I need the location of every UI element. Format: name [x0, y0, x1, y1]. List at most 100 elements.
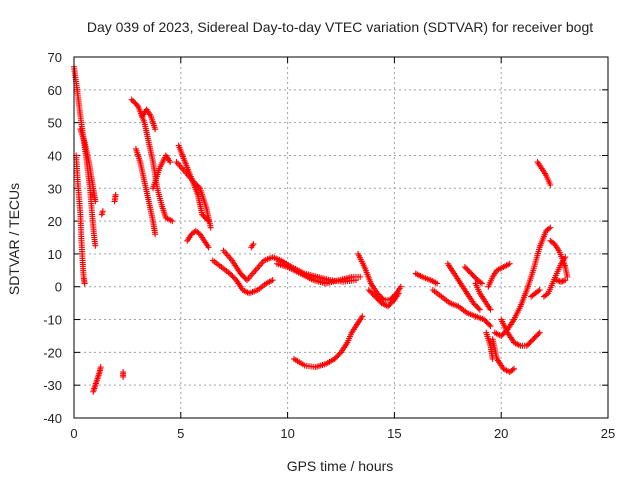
series-arc-3	[77, 126, 99, 205]
data-point	[547, 181, 554, 188]
data-point	[468, 270, 475, 277]
data-point	[365, 287, 372, 294]
data-point	[230, 274, 237, 281]
data-point	[562, 254, 569, 261]
data-point	[482, 317, 489, 324]
y-tick-label: 10	[48, 247, 62, 262]
series-arc-35	[547, 237, 571, 280]
data-point	[237, 270, 244, 277]
data-point	[228, 271, 235, 278]
data-point	[547, 224, 554, 231]
data-point	[506, 260, 513, 267]
data-point	[131, 99, 138, 106]
data-point	[472, 302, 479, 309]
data-point	[477, 279, 484, 286]
y-tick-label: 0	[55, 280, 62, 295]
series-arc-24	[444, 260, 483, 313]
y-tick-label: 50	[48, 116, 62, 131]
x-axis-label: GPS time / hours	[287, 458, 394, 474]
data-point	[376, 297, 383, 304]
chart-title: Day 039 of 2023, Sidereal Day-to-day VTE…	[87, 19, 593, 35]
data-point	[545, 225, 552, 232]
x-tick-label: 25	[601, 426, 615, 441]
data-point	[359, 313, 366, 320]
data-point	[531, 334, 538, 341]
data-point	[464, 266, 471, 273]
series-arc-6	[111, 191, 119, 205]
data-point	[194, 182, 201, 189]
series-arc-2	[73, 152, 88, 287]
data-point	[526, 340, 533, 347]
y-tick-label: 40	[48, 148, 62, 163]
series-arc-10	[139, 106, 159, 133]
series-arc-4	[90, 364, 104, 395]
data-point	[335, 351, 342, 358]
data-point	[241, 274, 248, 281]
series-arc-19	[291, 313, 366, 371]
data-point	[378, 294, 385, 301]
data-point	[92, 242, 99, 249]
y-tick-label: -40	[43, 411, 62, 426]
series-arc-32	[534, 159, 554, 188]
data-point	[465, 267, 472, 274]
data-point	[240, 273, 247, 280]
data-point	[374, 296, 381, 303]
data-point	[523, 342, 530, 349]
data-point	[484, 320, 491, 327]
x-tick-label: 10	[280, 426, 294, 441]
data-point	[483, 319, 490, 326]
data-point	[499, 331, 506, 338]
series-arc-14	[184, 227, 212, 251]
data-point	[152, 126, 159, 133]
data-point	[388, 299, 395, 306]
data-point	[199, 211, 206, 218]
data-point	[169, 218, 176, 225]
data-point	[535, 288, 542, 295]
data-point	[92, 198, 99, 205]
data-point	[374, 290, 381, 297]
data-point	[201, 214, 208, 221]
data-point	[384, 303, 391, 310]
x-tick-label: 20	[494, 426, 508, 441]
data-point	[357, 273, 364, 280]
y-axis-label: SDTVAR / TECUs	[6, 183, 22, 295]
data-point	[511, 365, 518, 372]
series-arc-26	[472, 280, 494, 313]
data-point	[500, 330, 507, 337]
data-point	[469, 271, 476, 278]
data-point	[195, 183, 202, 190]
series-arc-13	[173, 159, 214, 231]
data-point	[368, 289, 375, 296]
data-point	[207, 224, 214, 231]
series-arc-17	[248, 241, 257, 251]
series-arc-23	[429, 287, 494, 330]
data-point	[463, 265, 470, 272]
data-point	[375, 291, 382, 298]
series-arc-7	[120, 369, 127, 380]
data-point	[562, 277, 569, 284]
data-point	[132, 100, 139, 107]
series-arc-33	[528, 287, 543, 300]
data-point	[128, 96, 135, 103]
data-point	[487, 306, 494, 313]
data-point	[373, 294, 380, 301]
data-point	[99, 208, 106, 215]
data-point	[486, 321, 493, 328]
data-point	[478, 280, 485, 287]
data-point	[527, 338, 534, 345]
y-tick-label: -20	[43, 345, 62, 360]
data-point	[370, 292, 377, 299]
data-point	[226, 270, 233, 277]
series-arc-21	[365, 287, 402, 310]
data-point	[372, 293, 379, 300]
data-point	[472, 274, 479, 281]
data-point	[525, 341, 532, 348]
data-point	[470, 300, 477, 307]
data-point	[397, 283, 404, 290]
data-point	[152, 231, 159, 238]
data-point	[536, 329, 543, 336]
data-point	[379, 295, 386, 302]
data-point	[528, 337, 535, 344]
data-point	[81, 280, 88, 287]
